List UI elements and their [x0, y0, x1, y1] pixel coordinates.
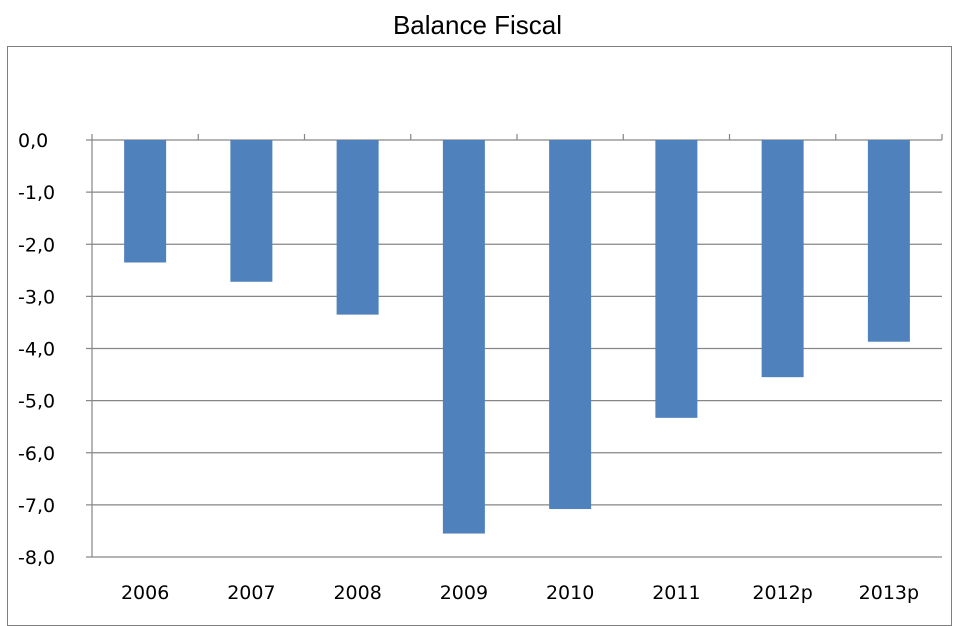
y-tick-label: -7,0	[18, 495, 55, 517]
y-tick-label: 0,0	[18, 130, 48, 152]
gridlines	[92, 139, 942, 558]
y-tick-label: -8,0	[18, 547, 55, 569]
x-tick-label: 2006	[121, 582, 169, 604]
y-tick-label: -2,0	[18, 234, 55, 256]
x-tick-label: 2008	[333, 582, 381, 604]
bar-2010	[549, 140, 592, 510]
y-tick-label: -3,0	[18, 286, 55, 308]
bar-2011	[655, 140, 698, 418]
chart-title: Balance Fiscal	[392, 10, 563, 40]
bar-2013p	[867, 140, 910, 342]
bar-2008	[336, 140, 379, 315]
x-tick-label: 2010	[546, 582, 594, 604]
y-tick-label: -5,0	[18, 391, 55, 413]
bar-2006	[124, 140, 167, 263]
x-tick-label: 2009	[440, 582, 488, 604]
y-axis: 0,0 -1,0 -2,0 -3,0 -4,0 -5,0 -6,0 -7,0 -8,0	[18, 130, 93, 569]
bar-2009	[442, 140, 485, 534]
bar-2007	[230, 140, 273, 282]
x-tick-label: 2012p	[752, 582, 812, 604]
bars	[124, 140, 910, 534]
x-tick-label: 2013p	[859, 582, 919, 604]
x-tick-label: 2011	[652, 582, 700, 604]
x-axis: 2006 2007 2008 2009 2010 2011 2012p 2013p	[91, 134, 943, 604]
y-tick-label: -6,0	[18, 443, 55, 465]
y-tick-label: -4,0	[18, 339, 55, 361]
bar-2012p	[761, 140, 804, 378]
y-tick-label: -1,0	[18, 182, 55, 204]
x-tick-label: 2007	[227, 582, 275, 604]
